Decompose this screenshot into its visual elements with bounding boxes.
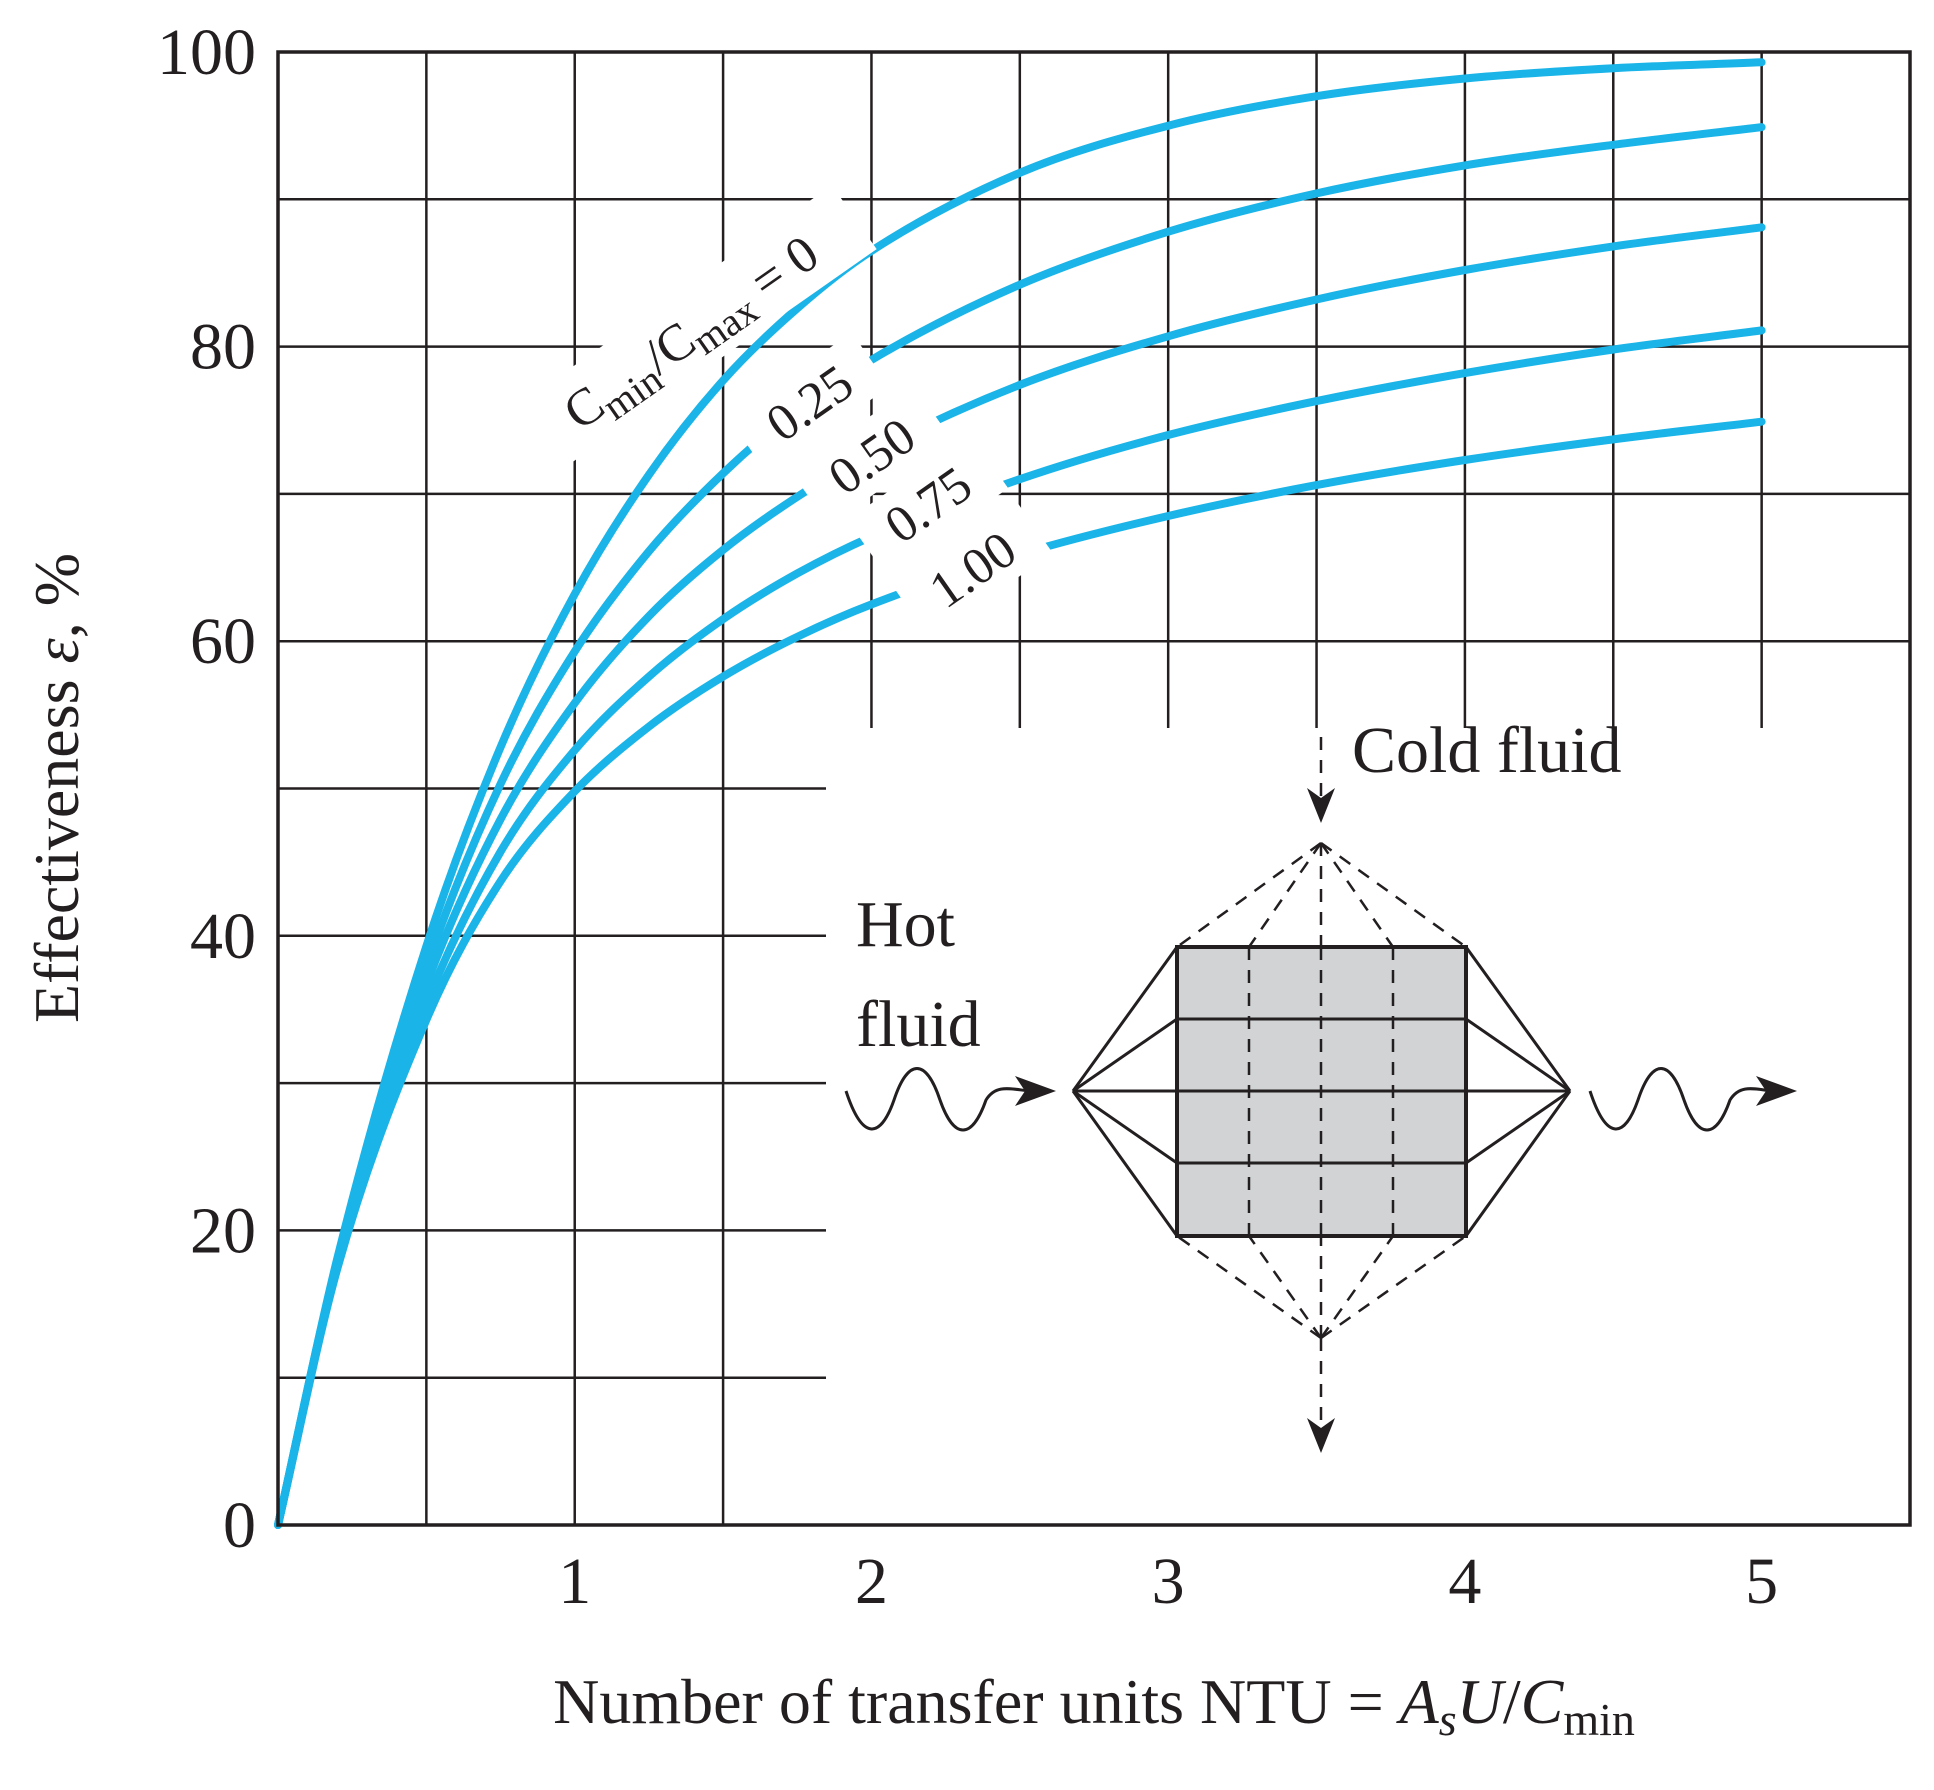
series-line-100 <box>274 417 1766 1529</box>
cold-inlet-arrow <box>1307 737 1335 823</box>
cold-inlet-header <box>1176 841 1467 949</box>
y-tick-label: 0 <box>223 1489 256 1562</box>
curve-label-text: Cmin/Cmax = 0 <box>554 225 835 449</box>
hot-fluid-label-line2: fluid <box>856 988 981 1061</box>
plot-frame <box>276 50 1912 1527</box>
hot-inlet-arrow <box>844 1067 1056 1132</box>
series-line-050 <box>274 223 1766 1529</box>
x-tick-label: 2 <box>855 1545 888 1618</box>
cold-outlet-header <box>1176 1234 1467 1340</box>
y-tick-label: 40 <box>190 900 256 973</box>
y-tick-label: 20 <box>190 1194 256 1267</box>
hot-outlet-arrow <box>1588 1067 1797 1132</box>
cold-fluid-label: Cold fluid <box>1352 714 1622 787</box>
curve-label-halo <box>728 332 890 473</box>
y-axis-title: Effectiveness ε, % <box>21 553 92 1023</box>
curve-label-halo <box>791 385 952 526</box>
series-line-0 <box>274 58 1766 1529</box>
y-tick-label: 100 <box>157 16 256 89</box>
curve-label-halo <box>847 434 1009 575</box>
y-tick-label: 80 <box>190 311 256 384</box>
curve-labels: Cmin/Cmax = 00.250.500.751.00 <box>504 185 1053 640</box>
curve-label-0: Cmin/Cmax = 0 <box>504 185 877 479</box>
tick-labels: 1 2 3 4 5 0 20 40 60 80 100 <box>157 16 1778 1618</box>
x-tick-label: 3 <box>1152 1545 1185 1618</box>
x-tick-label: 4 <box>1448 1545 1481 1618</box>
curve-label-halo <box>504 185 877 479</box>
series-line-075 <box>274 326 1766 1529</box>
curve-label-halo <box>891 498 1053 640</box>
hot-fluid-label-line1: Hot <box>856 888 955 961</box>
x-tick-label: 5 <box>1745 1545 1778 1618</box>
hot-outlet-header <box>1464 946 1572 1237</box>
x-tick-label: 1 <box>558 1545 591 1618</box>
cross-flow-diagram: Cold fluid Hot fluid <box>826 714 1912 1538</box>
x-axis-title: Number of transfer units NTU = AsU/Cmin <box>553 1666 1635 1745</box>
y-tick-label: 60 <box>190 605 256 678</box>
cold-outlet-arrow <box>1307 1338 1335 1453</box>
hot-inlet-header <box>1071 946 1179 1237</box>
